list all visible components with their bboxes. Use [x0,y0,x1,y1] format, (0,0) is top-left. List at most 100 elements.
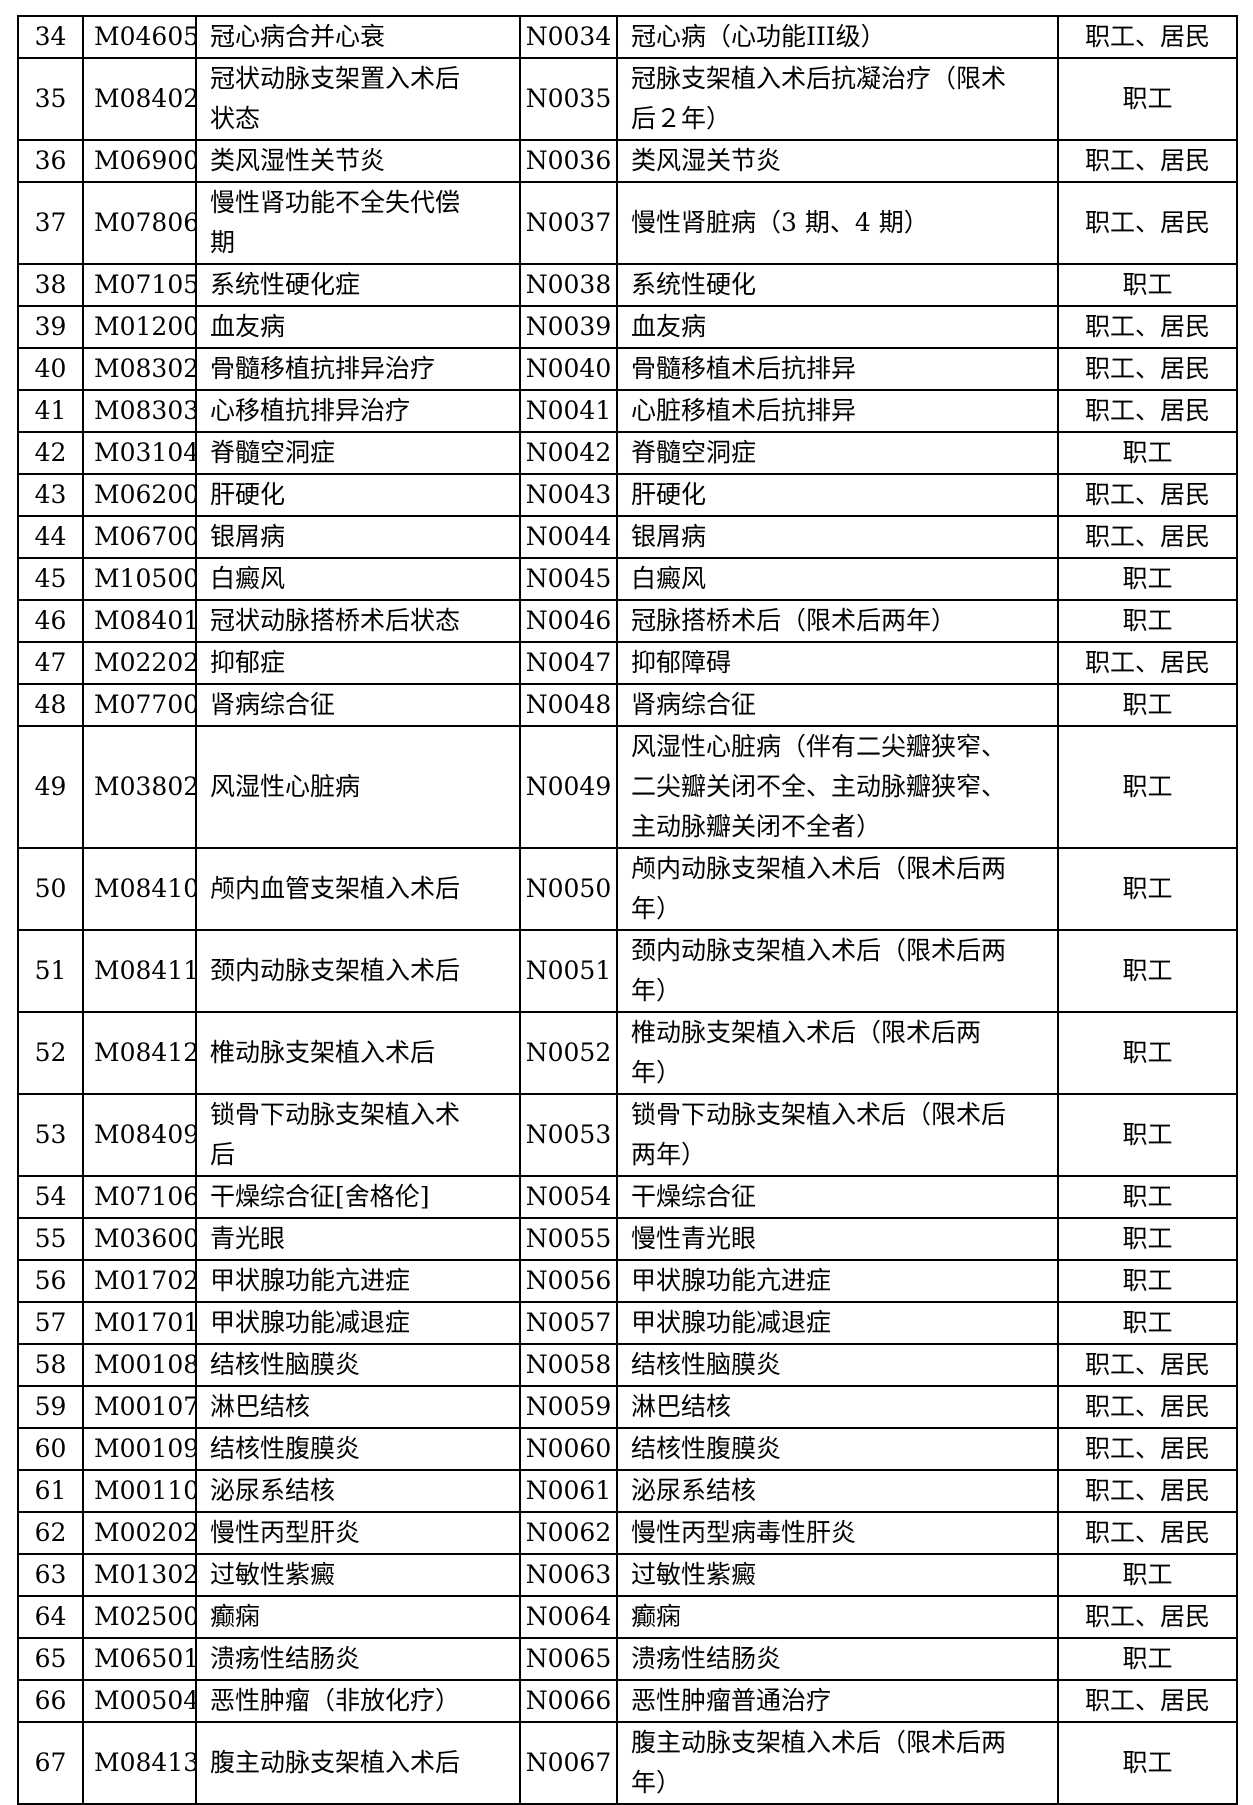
old-disease-name-cell: 颈内动脉支架植入术后 [195,929,521,1013]
old-disease-name-cell: 骨髓移植抗排异治疗 [195,347,521,391]
new-code-cell: N0062 [519,1511,618,1555]
table-row: 40 M08302 骨髓移植抗排异治疗 N0040 骨髓移植术后抗排异 职工、居民 [17,347,1238,391]
new-disease-name-cell: 骨髓移植术后抗排异 [616,347,1059,391]
old-disease-name-cell: 肝硬化 [195,473,521,517]
old-disease-name-cell: 结核性腹膜炎 [195,1427,521,1471]
old-code-cell: M06700 [82,515,197,559]
new-disease-name-cell: 风湿性心脏病（伴有二尖瓣狭窄、 二尖瓣关闭不全、主动脉瓣狭窄、 主动脉瓣关闭不全… [616,725,1059,849]
row-number-cell: 40 [17,347,84,391]
row-number-cell: 42 [17,431,84,475]
old-disease-name-cell: 甲状腺功能减退症 [195,1301,521,1345]
new-disease-name-cell: 甲状腺功能减退症 [616,1301,1059,1345]
old-disease-name-cell: 干燥综合征[舍格伦] [195,1175,521,1219]
insurance-scope-cell: 职工 [1057,683,1238,727]
row-number-cell: 39 [17,305,84,349]
insurance-scope-cell: 职工、居民 [1057,139,1238,183]
insurance-scope-cell: 职工 [1057,57,1238,141]
old-code-cell: M04605 [82,15,197,59]
new-disease-name-cell: 干燥综合征 [616,1175,1059,1219]
old-disease-name-cell: 类风湿性关节炎 [195,139,521,183]
old-code-cell: M10500 [82,557,197,601]
row-number-cell: 53 [17,1093,84,1177]
table-row: 63 M01302 过敏性紫癜 N0063 过敏性紫癜 职工 [17,1553,1238,1597]
table-row: 37 M07806 慢性肾功能不全失代偿 期 N0037 慢性肾脏病（3 期、4 期）职… [17,181,1238,265]
new-code-cell: N0066 [519,1679,618,1723]
row-number-cell: 55 [17,1217,84,1261]
row-number-cell: 35 [17,57,84,141]
insurance-scope-cell: 职工 [1057,929,1238,1013]
old-code-cell: M01701 [82,1301,197,1345]
new-disease-name-cell: 甲状腺功能亢进症 [616,1259,1059,1303]
new-code-cell: N0040 [519,347,618,391]
table-row: 60 M00109 结核性腹膜炎 N0060 结核性腹膜炎 职工、居民 [17,1427,1238,1471]
row-number-cell: 34 [17,15,84,59]
new-code-cell: N0064 [519,1595,618,1639]
table-row: 34 M04605 冠心病合并心衰 N0034 冠心病（心功能III级） 职工、居民 [17,15,1238,59]
row-number-cell: 64 [17,1595,84,1639]
insurance-scope-cell: 职工、居民 [1057,641,1238,685]
row-number-cell: 49 [17,725,84,849]
new-code-cell: N0054 [519,1175,618,1219]
old-code-cell: M06900 [82,139,197,183]
row-number-cell: 66 [17,1679,84,1723]
new-code-cell: N0039 [519,305,618,349]
new-disease-name-cell: 白癜风 [616,557,1059,601]
insurance-scope-cell: 职工 [1057,1093,1238,1177]
old-disease-name-cell: 银屑病 [195,515,521,559]
row-number-cell: 54 [17,1175,84,1219]
new-disease-name-cell: 心脏移植术后抗排异 [616,389,1059,433]
new-code-cell: N0055 [519,1217,618,1261]
old-disease-name-cell: 锁骨下动脉支架植入术 后 [195,1093,521,1177]
new-code-cell: N0052 [519,1011,618,1095]
insurance-scope-cell: 职工、居民 [1057,1595,1238,1639]
row-number-cell: 58 [17,1343,84,1387]
table-row: 53 M08409 锁骨下动脉支架植入术 后 N0053 锁骨下动脉支架植入术后（限术后… [17,1093,1238,1177]
row-number-cell: 60 [17,1427,84,1471]
insurance-scope-cell: 职工、居民 [1057,1427,1238,1471]
old-code-cell: M01200 [82,305,197,349]
old-disease-name-cell: 冠心病合并心衰 [195,15,521,59]
new-disease-name-cell: 慢性丙型病毒性肝炎 [616,1511,1059,1555]
table-row: 48 M07700 肾病综合征 N0048 肾病综合征 职工 [17,683,1238,727]
new-code-cell: N0060 [519,1427,618,1471]
new-disease-name-cell: 类风湿关节炎 [616,139,1059,183]
old-disease-name-cell: 过敏性紫癜 [195,1553,521,1597]
insurance-scope-cell: 职工、居民 [1057,515,1238,559]
new-disease-name-cell: 恶性肿瘤普通治疗 [616,1679,1059,1723]
new-code-cell: N0034 [519,15,618,59]
new-disease-name-cell: 颈内动脉支架植入术后（限术后两 年） [616,929,1059,1013]
row-number-cell: 63 [17,1553,84,1597]
new-disease-name-cell: 过敏性紫癜 [616,1553,1059,1597]
table-row: 36 M06900 类风湿性关节炎 N0036 类风湿关节炎 职工、居民 [17,139,1238,183]
insurance-scope-cell: 职工 [1057,847,1238,931]
old-code-cell: M03600 [82,1217,197,1261]
old-disease-name-cell: 慢性丙型肝炎 [195,1511,521,1555]
old-disease-name-cell: 恶性肿瘤（非放化疗） [195,1679,521,1723]
table-row: 61 M00110 泌尿系结核 N0061 泌尿系结核 职工、居民 [17,1469,1238,1513]
old-code-cell: M00202 [82,1511,197,1555]
table-row: 51 M08411 颈内动脉支架植入术后 N0051 颈内动脉支架植入术后（限术后两 年… [17,929,1238,1013]
old-disease-name-cell: 脊髓空洞症 [195,431,521,475]
table-row: 55 M03600 青光眼 N0055 慢性青光眼 职工 [17,1217,1238,1261]
new-code-cell: N0037 [519,181,618,265]
row-number-cell: 38 [17,263,84,307]
row-number-cell: 50 [17,847,84,931]
new-code-cell: N0045 [519,557,618,601]
new-code-cell: N0058 [519,1343,618,1387]
insurance-scope-cell: 职工 [1057,1217,1238,1261]
new-code-cell: N0061 [519,1469,618,1513]
row-number-cell: 47 [17,641,84,685]
old-disease-name-cell: 结核性脑膜炎 [195,1343,521,1387]
new-code-cell: N0042 [519,431,618,475]
new-disease-name-cell: 银屑病 [616,515,1059,559]
new-disease-name-cell: 椎动脉支架植入术后（限术后两 年） [616,1011,1059,1095]
table-row: 62 M00202 慢性丙型肝炎 N0062 慢性丙型病毒性肝炎 职工、居民 [17,1511,1238,1555]
insurance-scope-cell: 职工 [1057,725,1238,849]
insurance-scope-cell: 职工、居民 [1057,347,1238,391]
table-row: 38 M07105 系统性硬化症 N0038 系统性硬化 职工 [17,263,1238,307]
old-disease-name-cell: 腹主动脉支架植入术后 [195,1721,521,1805]
new-disease-name-cell: 血友病 [616,305,1059,349]
row-number-cell: 57 [17,1301,84,1345]
old-code-cell: M06501 [82,1637,197,1681]
old-code-cell: M02500 [82,1595,197,1639]
